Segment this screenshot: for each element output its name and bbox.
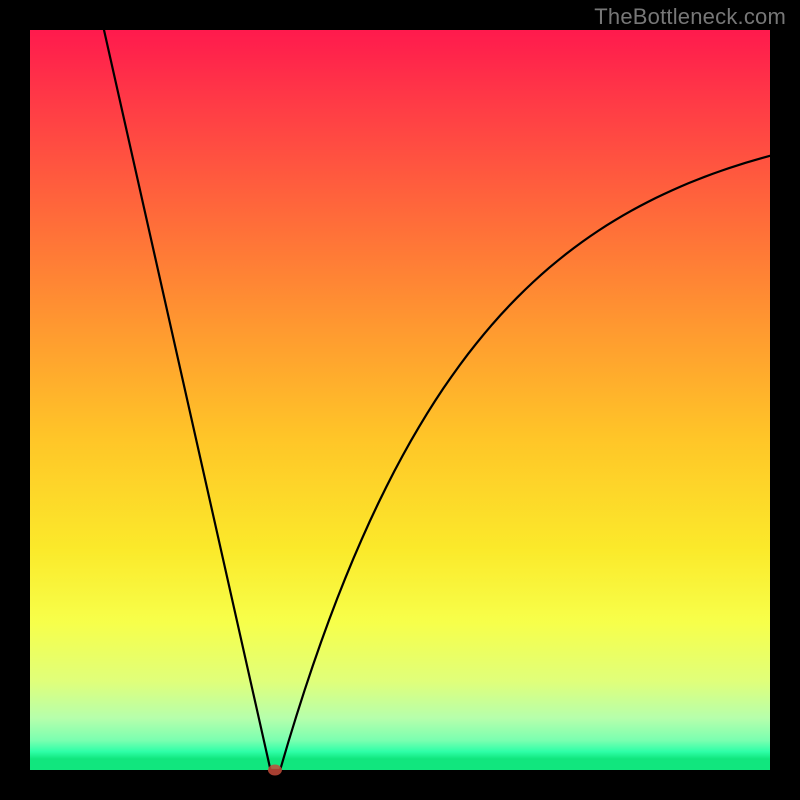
watermark-text: TheBottleneck.com: [594, 4, 786, 30]
optimal-point-marker: [268, 765, 282, 776]
plot-background: [30, 30, 770, 770]
chart-svg: [0, 0, 800, 800]
chart-root: TheBottleneck.com: [0, 0, 800, 800]
